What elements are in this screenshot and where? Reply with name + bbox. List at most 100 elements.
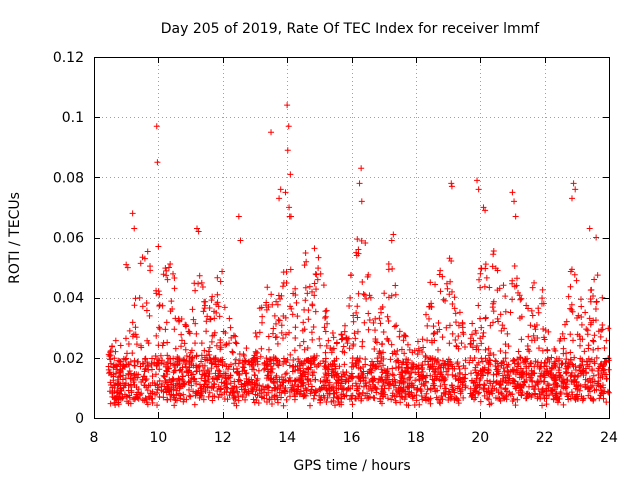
data-point — [251, 352, 258, 359]
data-point — [107, 379, 114, 386]
data-point — [163, 267, 170, 274]
data-point — [302, 284, 309, 291]
data-point — [528, 337, 535, 344]
data-point — [160, 394, 167, 401]
data-point — [515, 389, 522, 396]
data-point — [480, 385, 487, 392]
data-point — [459, 381, 466, 388]
data-point — [428, 304, 435, 311]
data-point — [368, 358, 375, 365]
data-point — [501, 368, 508, 375]
data-point — [297, 367, 304, 374]
y-tick-label: 0.08 — [53, 170, 84, 186]
data-point — [402, 359, 409, 366]
data-point — [568, 369, 575, 376]
data-point — [311, 280, 318, 287]
data-point — [192, 287, 199, 294]
data-point — [397, 377, 404, 384]
data-point — [352, 395, 359, 402]
data-point — [142, 377, 149, 384]
data-point — [446, 389, 453, 396]
data-point — [209, 360, 216, 367]
data-point — [392, 291, 399, 298]
data-point — [312, 376, 319, 383]
data-point — [258, 386, 265, 393]
data-point — [271, 379, 278, 386]
data-point — [378, 354, 385, 361]
data-point — [305, 381, 312, 388]
data-point — [311, 369, 318, 376]
data-point — [165, 388, 172, 395]
data-point — [500, 394, 507, 401]
data-point — [132, 331, 139, 338]
data-point — [136, 294, 143, 301]
data-point — [537, 372, 544, 379]
data-point — [208, 297, 215, 304]
data-point — [539, 402, 546, 409]
data-point — [395, 388, 402, 395]
data-point — [524, 355, 531, 362]
data-point — [278, 329, 285, 336]
data-point — [213, 363, 220, 370]
data-point — [454, 385, 461, 392]
data-point — [174, 356, 181, 363]
data-point — [446, 340, 453, 347]
data-point — [494, 367, 501, 374]
data-point — [307, 390, 314, 397]
data-point — [168, 377, 175, 384]
data-point — [224, 375, 231, 382]
data-point — [510, 396, 517, 403]
data-point — [213, 309, 220, 316]
data-point-peak — [284, 147, 291, 154]
data-point — [248, 357, 255, 364]
data-point — [383, 368, 390, 375]
y-axis-label: ROTI / TECUs — [7, 192, 23, 284]
data-point — [154, 381, 161, 388]
data-point — [461, 375, 468, 382]
data-point — [307, 402, 314, 409]
data-point — [200, 367, 207, 374]
data-point — [552, 347, 559, 354]
data-point — [311, 361, 318, 368]
data-point — [351, 330, 358, 337]
data-point — [322, 313, 329, 320]
data-point — [288, 384, 295, 391]
data-point — [236, 350, 243, 357]
data-point — [483, 274, 490, 281]
data-point — [517, 365, 524, 372]
data-point — [372, 315, 379, 322]
data-point — [419, 396, 426, 403]
data-point — [436, 326, 443, 333]
data-point — [320, 384, 327, 391]
data-point — [451, 396, 458, 403]
data-point — [362, 356, 369, 363]
data-point — [302, 249, 309, 256]
data-point — [541, 378, 548, 385]
data-point — [217, 386, 224, 393]
data-point — [331, 357, 338, 364]
data-point — [435, 319, 442, 326]
data-point-peak — [282, 189, 289, 196]
data-point — [568, 389, 575, 396]
data-point — [564, 377, 571, 384]
data-point — [490, 308, 497, 315]
data-point — [449, 301, 456, 308]
data-point — [359, 338, 366, 345]
data-point — [387, 356, 394, 363]
data-point — [290, 357, 297, 364]
data-point — [229, 349, 236, 356]
data-point — [567, 331, 574, 338]
data-point — [180, 398, 187, 405]
data-point — [405, 391, 412, 398]
data-point — [239, 368, 246, 375]
data-point — [110, 377, 117, 384]
data-point — [466, 359, 473, 366]
data-point — [317, 396, 324, 403]
data-point — [510, 357, 517, 364]
data-point — [128, 389, 135, 396]
data-point — [313, 271, 320, 278]
data-point — [590, 292, 597, 299]
data-point — [277, 296, 284, 303]
data-point-peak — [448, 180, 455, 187]
data-point — [546, 358, 553, 365]
